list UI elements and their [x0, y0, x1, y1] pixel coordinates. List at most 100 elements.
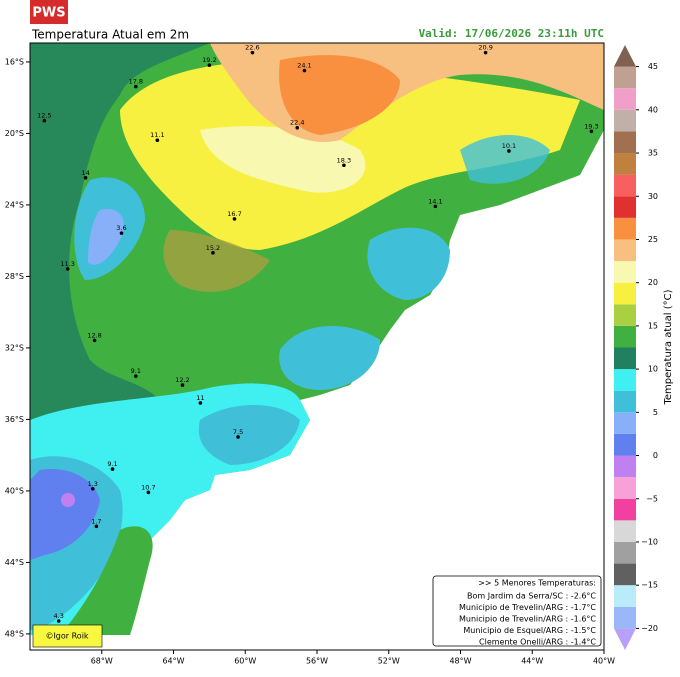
station-value: 7.5 — [233, 428, 243, 436]
info-lines: Bom Jardim da Serra/SC : -2.6°C Municipio… — [459, 592, 596, 647]
station-value: 11 — [196, 394, 204, 402]
colorbar-bin — [614, 412, 636, 434]
lat-tick-label: 36°S — [5, 415, 24, 424]
badge-bg — [30, 0, 68, 24]
station-dot — [83, 175, 88, 180]
station-dot — [589, 129, 594, 134]
colorbar-end — [614, 45, 636, 67]
station-value: 20.9 — [478, 44, 492, 52]
info-line: Municipio de Trevelin/ARG : -1.7°C — [459, 603, 596, 612]
colorbar-tick-label: 35 — [648, 149, 658, 158]
station-value: 12.8 — [87, 331, 101, 339]
blue-south — [30, 469, 100, 560]
info-title: >> 5 Menores Temperaturas: — [478, 579, 596, 588]
colorbar-bin — [614, 261, 636, 283]
lat-tick-label: 32°S — [5, 343, 24, 352]
station-value: 17.8 — [129, 78, 143, 86]
colorbar-label: Temperatura atual (°C) — [663, 289, 674, 405]
station-value: 16.7 — [227, 210, 241, 218]
colorbar-end — [614, 628, 636, 650]
station-dot — [302, 68, 307, 73]
station-dot — [507, 149, 511, 153]
colorbar-tick-label: 0 — [653, 451, 658, 460]
station-value: 14 — [81, 169, 89, 177]
lat-tick-label: 20°S — [5, 129, 24, 138]
badge: PWS — [32, 6, 65, 21]
station-value: 19.2 — [202, 56, 216, 64]
station-dot — [90, 486, 95, 491]
colorbar-tick-label: 15 — [648, 321, 658, 330]
station-value: 22.4 — [290, 119, 304, 127]
lon-tick-label: 48°W — [449, 657, 471, 666]
valid-time: Valid: 17/06/2026 23:11h UTC — [419, 27, 604, 40]
colorbar-tick-label: 45 — [648, 62, 658, 71]
colorbar-tick-label: 25 — [648, 235, 658, 244]
colorbar-bin — [614, 196, 636, 218]
colorbar-bin — [614, 347, 636, 370]
station-dot — [155, 138, 160, 143]
station-dot — [92, 338, 97, 343]
station-value: 14.1 — [428, 197, 442, 205]
station-dot — [94, 524, 99, 529]
blue-patch-a — [88, 209, 124, 265]
colorbar-bin — [614, 477, 636, 499]
station-dot — [433, 204, 438, 209]
station-value: 24.1 — [297, 62, 311, 70]
colorbar-tick-label: 10 — [648, 365, 658, 374]
lon-tick-label: 60°W — [234, 657, 256, 666]
colorbar-bin — [614, 585, 636, 607]
colorbar-tick-label: −5 — [646, 494, 658, 503]
pale-yellow-zone — [200, 126, 366, 193]
colorbar-tick-label: 5 — [653, 408, 658, 417]
colorbar-bin — [614, 153, 636, 175]
station-value: 22.6 — [245, 44, 259, 52]
lon-tick-label: 44°W — [521, 657, 543, 666]
olive-zone — [163, 230, 270, 292]
info-line: Municipio de Trevelin/ARG : -1.6°C — [459, 615, 596, 624]
credit-box — [32, 624, 103, 648]
station-dot — [236, 435, 240, 439]
stations: 22.6 17.8 19.2 24.1 20.9 22.4 12.5 14 11.1 16.7 15… — [37, 44, 599, 623]
station-value: 11.3 — [60, 260, 74, 268]
info-line: Clemente Onelli/ARG : -1.4°C — [479, 638, 596, 647]
colorbar-bin — [614, 369, 636, 391]
lon-tick-label: 68°W — [91, 657, 113, 666]
cyan-patch-b — [367, 227, 450, 300]
colorbar-bin — [614, 217, 636, 240]
colorbar-bin — [614, 282, 636, 305]
station-value: 1.3 — [88, 480, 98, 488]
colorbar-bin — [614, 66, 636, 89]
station-value: 19.3 — [584, 122, 598, 130]
lat-tick-label: 48°S — [5, 629, 24, 638]
station-dot — [65, 267, 70, 271]
teal-patch — [198, 405, 300, 465]
green-south — [60, 526, 153, 635]
dark-green-west — [30, 43, 210, 420]
lat-tick-label: 24°S — [5, 200, 24, 209]
info-box — [432, 575, 602, 647]
colorbar-bin — [614, 174, 636, 197]
lon-tick-label: 56°W — [306, 657, 328, 666]
station-dot — [250, 50, 255, 55]
station-dot — [180, 383, 185, 387]
colorbar-bin — [614, 541, 636, 564]
station-dot — [342, 163, 346, 168]
colorbar-tick-label: 40 — [648, 105, 658, 114]
lon-tick-label: 64°W — [162, 657, 184, 666]
colorbar-tick-label: −20 — [641, 624, 658, 633]
station-dot — [146, 490, 151, 495]
colorbar-tick-label: 20 — [648, 278, 658, 287]
colorbar-bin — [614, 325, 636, 348]
colorbar-bin — [614, 520, 636, 542]
station-dot — [42, 118, 47, 123]
station-value: 9.1 — [107, 460, 117, 468]
station-value: 1.7 — [91, 517, 101, 525]
colorbar-bin — [614, 563, 636, 586]
station-dot — [207, 63, 212, 67]
station-value: 10.7 — [141, 483, 155, 491]
colorbar-bin — [614, 131, 636, 154]
cyan-patch-d — [460, 135, 550, 184]
station-dot — [295, 125, 300, 130]
deep-orange-zone — [279, 55, 400, 135]
